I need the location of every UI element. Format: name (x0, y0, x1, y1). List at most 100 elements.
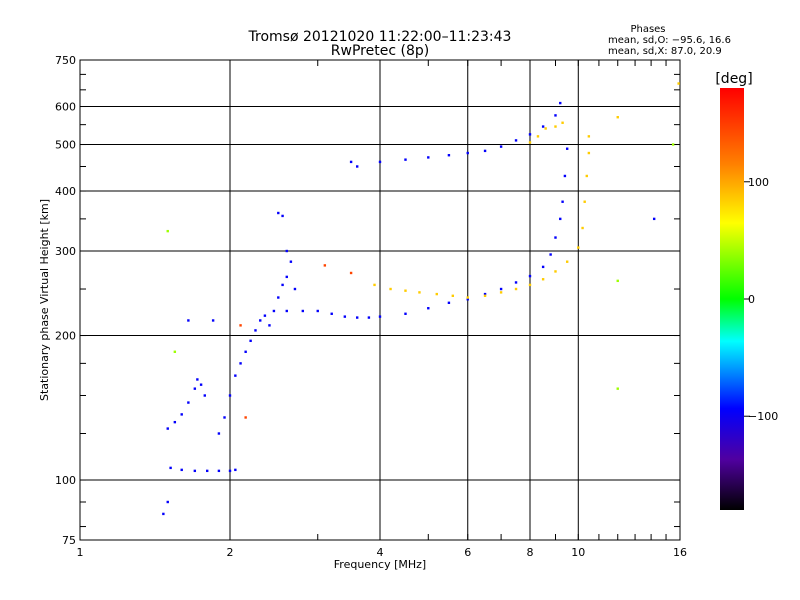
x-tick-label: 2 (227, 546, 234, 559)
data-point (162, 512, 165, 516)
chart-subtitle: RwPretec (8p) (331, 43, 429, 59)
data-point (367, 316, 371, 319)
y-tick-label: 200 (55, 330, 76, 343)
data-point (561, 121, 564, 124)
x-tick-label: 4 (377, 546, 384, 559)
data-point (289, 260, 293, 263)
data-point (447, 301, 451, 305)
data-point (323, 264, 327, 267)
data-point (285, 275, 288, 279)
data-point (285, 249, 288, 253)
data-point (301, 309, 305, 313)
x-axis-title: Frequency [MHz] (334, 558, 426, 571)
data-point (581, 226, 584, 230)
data-point (671, 143, 675, 146)
phase-stats-x: mean, sd,X: 87.0, 20.9 (608, 46, 722, 57)
data-point (389, 287, 392, 291)
data-point (254, 329, 257, 332)
x-tick-label: 8 (527, 546, 534, 559)
data-point (544, 127, 547, 130)
data-point (193, 387, 197, 390)
data-point (616, 116, 619, 119)
data-point (343, 315, 347, 318)
chart-title: Tromsø 20121020 11:22:00–11:23:43 (248, 29, 512, 45)
y-axis-title: Stationary phase Virtual Height [km] (38, 199, 51, 401)
data-point (587, 151, 591, 155)
data-point (587, 135, 591, 138)
data-point (561, 200, 564, 203)
data-point (166, 427, 169, 430)
data-point (239, 324, 242, 327)
data-point (483, 292, 487, 296)
phase-stats-title: Phases (630, 24, 665, 35)
data-point (554, 236, 557, 239)
grid-lines (80, 60, 680, 540)
y-tick-label: 75 (62, 534, 76, 547)
data-point (528, 141, 532, 144)
data-point (205, 469, 209, 473)
data-point (483, 149, 487, 153)
data-point (466, 151, 469, 155)
data-point (677, 82, 680, 85)
data-point (563, 174, 567, 178)
data-point (536, 135, 540, 138)
data-point (330, 312, 333, 315)
data-point (435, 292, 438, 296)
colorbar (720, 88, 744, 510)
data-points (162, 82, 680, 516)
data-point (404, 158, 407, 161)
y-tick-labels: 75 100 200 300 400 500 600 750 (55, 54, 76, 547)
data-point (549, 253, 552, 256)
phase-stats-o: mean, sd,O: −95.6, 16.6 (608, 35, 731, 46)
data-point (293, 287, 297, 291)
data-point (259, 319, 262, 322)
data-point (528, 133, 532, 136)
data-point (404, 289, 407, 292)
data-point (541, 278, 545, 281)
data-point (228, 394, 232, 397)
data-point (263, 314, 267, 317)
axis-ticks (79, 60, 681, 540)
data-point (355, 165, 359, 168)
data-point (616, 387, 619, 390)
y-tick-label: 400 (55, 185, 76, 198)
y-tick-label: 600 (55, 101, 76, 114)
data-point (211, 319, 215, 322)
y-tick-label: 300 (55, 245, 76, 258)
data-point (272, 309, 276, 313)
data-point (180, 413, 183, 416)
data-point (173, 420, 177, 424)
data-point (499, 145, 503, 148)
data-point (349, 271, 353, 275)
data-point (378, 160, 382, 164)
data-point (187, 401, 190, 404)
x-tick-labels: 1 2 4 6 8 10 16 (77, 546, 688, 559)
data-point (217, 469, 221, 473)
data-point (193, 469, 197, 473)
data-point (277, 296, 280, 299)
data-point (285, 309, 288, 313)
data-point (187, 319, 190, 322)
x-tick-label: 10 (571, 546, 585, 559)
data-point (166, 500, 169, 504)
data-point (554, 270, 557, 273)
data-point (466, 296, 469, 299)
data-point (316, 309, 319, 313)
data-point (228, 469, 232, 473)
data-point (499, 291, 503, 294)
data-point (583, 200, 586, 203)
data-point (541, 125, 545, 128)
data-point (528, 283, 532, 287)
data-point (418, 291, 421, 294)
colorbar-label: [deg] (715, 71, 752, 87)
data-point (173, 350, 177, 353)
data-point (559, 101, 562, 105)
data-point (180, 468, 183, 472)
y-tick-label: 100 (55, 474, 76, 487)
data-point (217, 432, 221, 435)
data-point (234, 374, 237, 377)
data-point (203, 394, 206, 397)
data-point (652, 217, 656, 221)
data-point (277, 211, 280, 215)
